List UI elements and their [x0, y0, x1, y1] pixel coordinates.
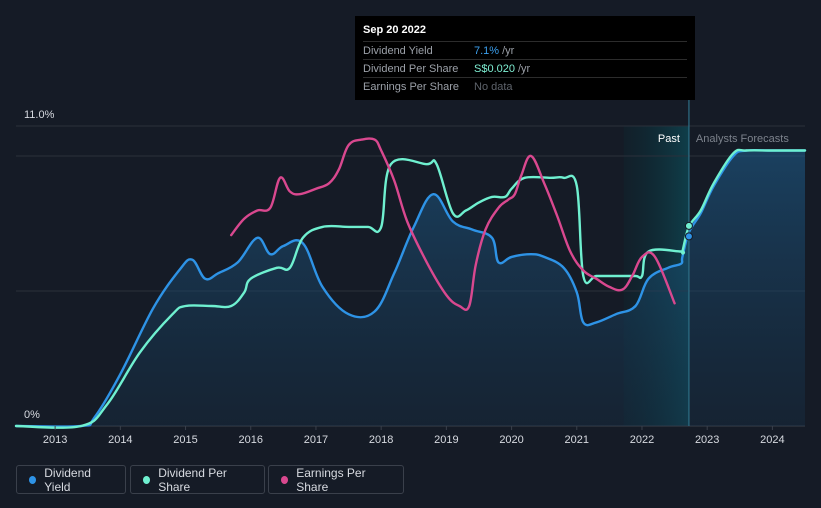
dividend-yield-line[interactable]: [14, 148, 807, 428]
tooltip-value: S$0.020: [474, 62, 515, 75]
x-tick-label: 2022: [630, 434, 654, 446]
x-tick-label: 2018: [369, 434, 393, 446]
tooltip-row-earnings-per-share: Earnings Per Share No data: [363, 77, 687, 95]
tooltip-unit: /yr: [517, 62, 531, 75]
x-tick-label: 2013: [43, 434, 67, 446]
legend-dividend-per-share[interactable]: Dividend Per Share: [130, 465, 265, 494]
x-tick-label: 2019: [434, 434, 458, 446]
x-tick-label: 2015: [173, 434, 197, 446]
legend-dot-icon: [29, 475, 37, 484]
tooltip-label: Dividend Yield: [363, 44, 433, 57]
x-tick-label: 2020: [499, 434, 523, 446]
dividend-yield-marker: [684, 232, 693, 241]
legend-dividend-yield[interactable]: Dividend Yield: [16, 465, 126, 494]
past-region-label: Past: [658, 133, 680, 145]
x-tick-label: 2016: [239, 434, 263, 446]
x-tick-label: 2014: [108, 434, 132, 446]
tooltip-unit: /yr: [502, 44, 515, 57]
tooltip-label: Dividend Per Share: [363, 62, 459, 75]
legend-dot-icon: [281, 475, 289, 484]
tooltip-row-dividend-per-share: Dividend Per Share S$0.020 /yr: [363, 59, 687, 77]
analysts-forecasts-label: Analysts Forecasts: [696, 133, 789, 145]
x-tick-label: 2024: [760, 434, 784, 446]
tooltip-row-dividend-yield: Dividend Yield 7.1% /yr: [363, 41, 687, 59]
tooltip-label: Earnings Per Share: [363, 80, 459, 93]
tooltip-value: No data: [474, 80, 513, 93]
x-tick-label: 2017: [304, 434, 328, 446]
y-axis-label-bottom: 0%: [24, 409, 40, 421]
legend-label: Dividend Yield: [44, 465, 91, 494]
legend-label: Dividend Per Share: [158, 465, 227, 494]
legend-dot-icon: [143, 475, 151, 484]
tooltip-date: Sep 20 2022: [363, 24, 426, 36]
dividend-yield-area: [16, 150, 805, 427]
legend-earnings-per-share[interactable]: Earnings Per Share: [268, 465, 404, 494]
earnings-per-share-line[interactable]: [230, 137, 676, 311]
x-tick-label: 2023: [695, 434, 719, 446]
x-tick-label: 2021: [565, 434, 589, 446]
dividend-per-share-marker: [684, 221, 693, 230]
legend-label: Earnings Per Share: [296, 465, 366, 494]
dividend-per-share-line[interactable]: [14, 148, 807, 429]
hover-tooltip: Sep 20 2022 Dividend Yield 7.1% /yr Divi…: [355, 16, 695, 100]
y-axis-label-top: 11.0%: [24, 109, 55, 121]
tooltip-value: 7.1%: [474, 44, 500, 57]
x-axis-ticks: 2013 2014 2015 2016 2017 2018 2019 2020 2021 2022…: [43, 426, 785, 446]
